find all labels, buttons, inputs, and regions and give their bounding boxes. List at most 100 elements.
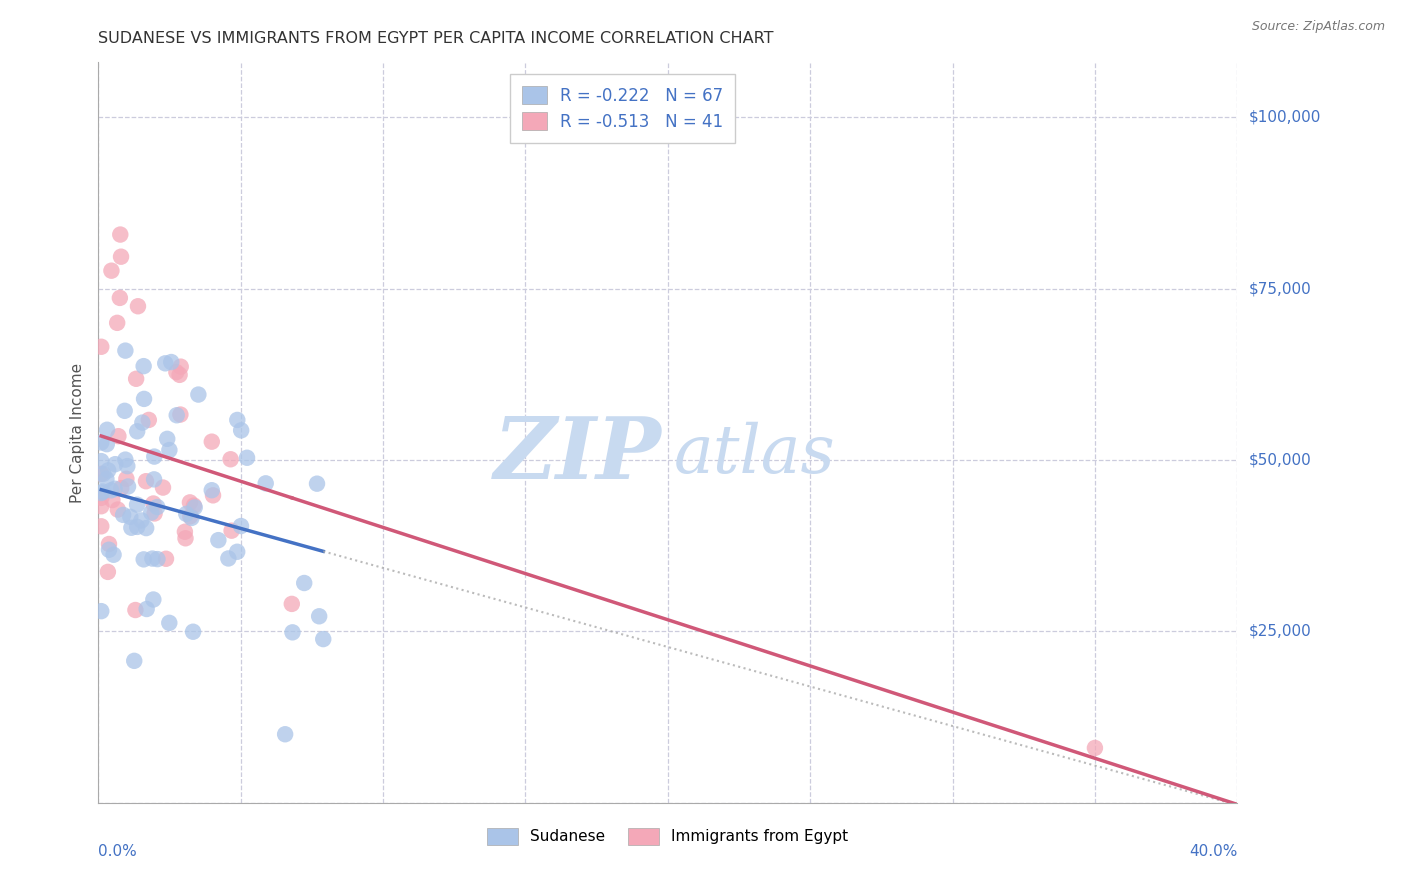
Point [135, 474, 157, 488]
Point [98, 537, 121, 551]
Point [125, 372, 148, 386]
Point [226, 413, 249, 427]
Point [90, 435, 112, 450]
Text: 40.0%: 40.0% [1189, 845, 1237, 860]
Point [127, 425, 149, 439]
Point [97, 565, 120, 579]
Point [131, 513, 153, 527]
Point [183, 500, 205, 515]
Point [236, 450, 259, 465]
Point [100, 263, 122, 277]
Point [114, 404, 136, 418]
Point [281, 625, 304, 640]
Text: 0.0%: 0.0% [98, 845, 138, 860]
Point [114, 452, 136, 467]
Point [142, 592, 165, 607]
Point [120, 521, 142, 535]
Point [110, 250, 132, 264]
Point [96, 423, 118, 437]
Point [173, 524, 195, 539]
Point [142, 496, 165, 510]
Point [219, 452, 242, 467]
Point [104, 457, 127, 471]
Point [107, 502, 129, 516]
Point [274, 727, 297, 741]
Point [105, 316, 128, 330]
Text: $25,000: $25,000 [1249, 624, 1312, 639]
Point [170, 359, 193, 374]
Point [90, 604, 112, 618]
Point [135, 602, 157, 616]
Point [179, 509, 201, 524]
Point [305, 476, 328, 491]
Point [157, 443, 180, 458]
Point [308, 609, 330, 624]
Point [115, 472, 138, 486]
Point [125, 498, 148, 512]
Point [165, 365, 187, 379]
Y-axis label: Per Capita Income: Per Capita Income [69, 362, 84, 503]
Point [91, 484, 114, 499]
Point [141, 551, 163, 566]
Text: $75,000: $75,000 [1249, 281, 1312, 296]
Point [108, 291, 131, 305]
Point [179, 495, 201, 509]
Point [312, 632, 335, 646]
Point [132, 359, 155, 373]
Point [107, 429, 129, 443]
Point [127, 520, 149, 534]
Point [100, 483, 122, 498]
Point [135, 521, 157, 535]
Point [169, 408, 191, 422]
Point [143, 450, 166, 464]
Point [174, 531, 197, 545]
Point [90, 454, 112, 468]
Text: ZIP: ZIP [495, 413, 662, 497]
Point [90, 491, 112, 505]
Point [180, 511, 202, 525]
Text: atlas: atlas [673, 422, 835, 487]
Point [169, 368, 191, 382]
Point [90, 519, 112, 533]
Point [221, 524, 243, 538]
Point [183, 499, 205, 513]
Point [132, 552, 155, 566]
Point [187, 387, 209, 401]
Point [181, 624, 204, 639]
Point [127, 299, 149, 313]
Point [131, 416, 153, 430]
Point [117, 459, 139, 474]
Point [217, 551, 239, 566]
Point [143, 507, 166, 521]
Point [146, 500, 169, 514]
Point [281, 597, 304, 611]
Point [110, 481, 132, 495]
Point [155, 551, 177, 566]
Point [152, 481, 174, 495]
Point [174, 507, 197, 521]
Point [201, 483, 224, 498]
Point [96, 472, 118, 486]
Point [101, 493, 124, 508]
Point [202, 488, 225, 502]
Text: SUDANESE VS IMMIGRANTS FROM EGYPT PER CAPITA INCOME CORRELATION CHART: SUDANESE VS IMMIGRANTS FROM EGYPT PER CA… [98, 31, 773, 46]
Point [96, 437, 118, 451]
Point [143, 472, 166, 486]
Point [207, 533, 229, 548]
Point [1084, 741, 1107, 756]
Text: $100,000: $100,000 [1249, 110, 1320, 125]
Point [97, 463, 120, 477]
Legend: Sudanese, Immigrants from Egypt: Sudanese, Immigrants from Egypt [481, 822, 855, 851]
Point [156, 432, 179, 446]
Point [114, 343, 136, 358]
Point [98, 542, 121, 557]
Point [103, 548, 125, 562]
Point [160, 355, 183, 369]
Text: $50,000: $50,000 [1249, 452, 1312, 467]
Point [110, 227, 132, 242]
Point [254, 476, 277, 491]
Point [117, 479, 139, 493]
Point [124, 603, 146, 617]
Point [292, 576, 315, 591]
Point [104, 482, 127, 496]
